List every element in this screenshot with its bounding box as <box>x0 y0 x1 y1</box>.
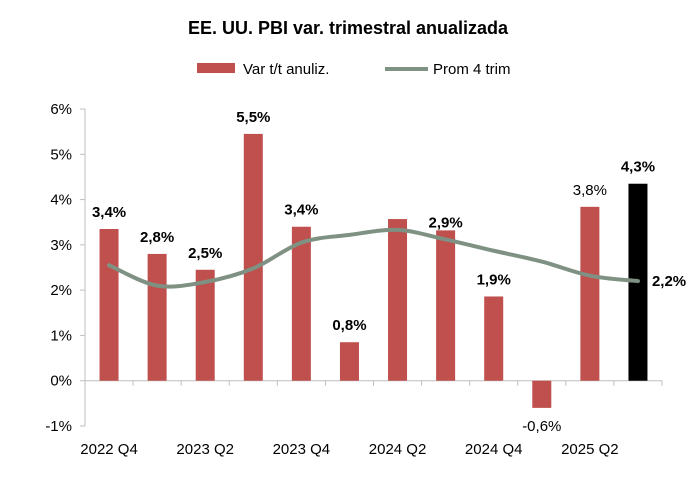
bar <box>243 133 263 381</box>
bar <box>147 253 167 381</box>
legend-label-bar: Var t/t anuliz. <box>243 61 329 78</box>
x-tick-label: 2023 Q4 <box>273 441 331 458</box>
bar <box>580 206 600 381</box>
bar <box>99 229 119 381</box>
bar <box>484 296 504 381</box>
x-tick-label: 2024 Q4 <box>465 441 523 458</box>
data-label: 2,2% <box>652 273 686 290</box>
data-label: 2,9% <box>429 214 463 231</box>
data-label: 3,8% <box>573 182 607 199</box>
data-label: 2,5% <box>188 245 222 262</box>
x-tick-label: 2025 Q2 <box>561 441 619 458</box>
x-tick-label: 2022 Q4 <box>80 441 138 458</box>
legend-swatch-bar <box>197 63 235 73</box>
legend-item-bar: Var t/t anuliz. <box>197 61 329 78</box>
data-label: 3,4% <box>92 204 126 221</box>
legend: Var t/t anuliz. Prom 4 trim <box>197 61 511 78</box>
data-label: 3,4% <box>284 202 318 219</box>
data-label: -0,6% <box>522 418 561 435</box>
data-label: 4,3% <box>621 159 655 176</box>
y-tick-label: 0% <box>50 373 72 390</box>
y-tick-label: 3% <box>50 237 72 254</box>
data-label: 0,8% <box>332 317 366 334</box>
y-tick-label: 1% <box>50 327 72 344</box>
x-tick-label: 2024 Q2 <box>369 441 427 458</box>
y-tick-label: 2% <box>50 282 72 299</box>
y-tick-label: 5% <box>50 146 72 163</box>
plot-area: -1% 0% 1% 2% 3% 4% 5% 6% 2022 Q4 2023 Q2 2023 Q4 20… <box>45 101 686 458</box>
legend-item-line: Prom 4 trim <box>385 61 511 78</box>
y-tick-label: 4% <box>50 192 72 209</box>
bar <box>436 230 456 381</box>
bar <box>388 219 408 381</box>
y-tick-label: 6% <box>50 101 72 118</box>
y-tick-label: -1% <box>45 418 72 435</box>
x-tick-label: 2023 Q2 <box>176 441 234 458</box>
bar <box>532 380 552 408</box>
chart-title: EE. UU. PBI var. trimestral anualizada <box>188 18 509 38</box>
data-label: 5,5% <box>236 109 270 126</box>
data-label: 2,8% <box>140 229 174 246</box>
bar <box>291 226 311 381</box>
series-line-prom-4-trim <box>107 227 640 289</box>
bar <box>195 269 215 381</box>
bar <box>339 342 359 381</box>
legend-label-line: Prom 4 trim <box>433 61 511 78</box>
data-label: 1,9% <box>477 271 511 288</box>
